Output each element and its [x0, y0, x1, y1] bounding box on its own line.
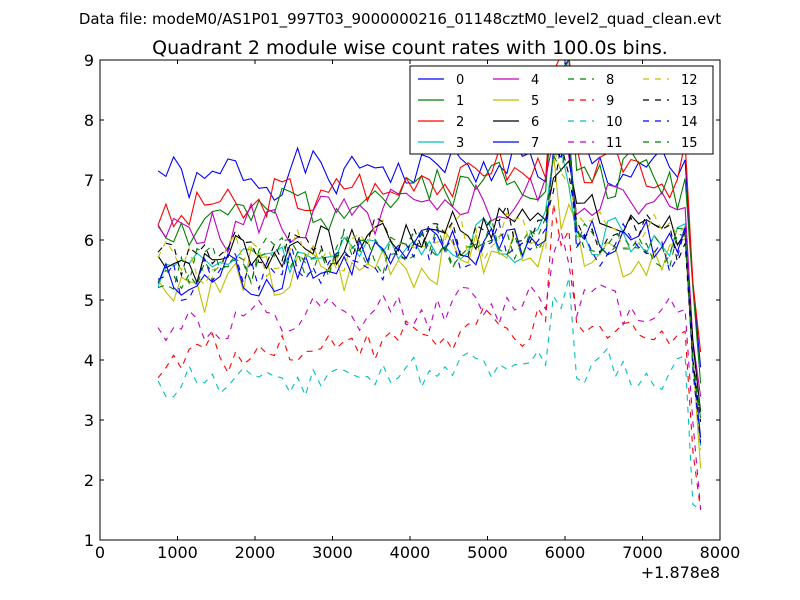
- x-tick-label: 2000: [235, 543, 276, 562]
- series-line-10: [157, 277, 701, 511]
- x-tick-label: 7000: [622, 543, 663, 562]
- legend-label-8: 8: [606, 73, 614, 88]
- legend-label-11: 11: [606, 136, 623, 151]
- legend-label-2: 2: [456, 115, 464, 130]
- x-axis-offset-label: +1.878e8: [641, 563, 720, 582]
- x-tick-label: 4000: [390, 543, 431, 562]
- series-line-12: [157, 145, 702, 450]
- series-line-8: [157, 133, 702, 413]
- legend-label-14: 14: [681, 115, 698, 130]
- y-tick-label: 1: [84, 531, 94, 550]
- series-line-3: [157, 147, 702, 446]
- y-tick-label: 8: [84, 111, 94, 130]
- legend-label-3: 3: [456, 136, 464, 151]
- legend-label-0: 0: [456, 73, 464, 88]
- legend-label-1: 1: [456, 94, 464, 109]
- legend-box: [409, 65, 714, 155]
- series-line-9: [157, 203, 702, 511]
- series-line-0: [157, 60, 702, 368]
- y-tick-label: 5: [84, 291, 94, 310]
- series-layer: [157, 60, 702, 511]
- axes-layer: 0 1000 2000 3000 4000 5000 6000 7000 80001234567…: [84, 51, 741, 562]
- series-line-1: [157, 60, 702, 384]
- legend-label-13: 13: [681, 94, 698, 109]
- legend-label-6: 6: [531, 115, 539, 130]
- legend-label-12: 12: [681, 73, 698, 88]
- data-file-label: Data file: modeM0/AS1P01_997T03_90000002…: [79, 10, 721, 29]
- series-line-4: [157, 100, 702, 397]
- x-tick-label: 1000: [157, 543, 198, 562]
- series-line-11: [157, 229, 702, 509]
- y-tick-label: 9: [84, 51, 94, 70]
- series-line-7: [157, 131, 702, 438]
- legend-label-10: 10: [606, 115, 623, 130]
- y-tick-label: 7: [84, 171, 94, 190]
- y-tick-label: 2: [84, 471, 94, 490]
- series-line-15: [157, 140, 702, 418]
- chart-title: Quadrant 2 module wise count rates with …: [152, 37, 668, 59]
- legend-label-7: 7: [531, 136, 539, 151]
- y-tick-label: 6: [84, 231, 94, 250]
- legend-label-9: 9: [606, 94, 614, 109]
- series-line-13: [157, 144, 702, 422]
- legend-label-15: 15: [681, 136, 698, 151]
- legend-label-5: 5: [531, 94, 539, 109]
- x-tick-label: 5000: [467, 543, 508, 562]
- x-tick-label: 6000: [545, 543, 586, 562]
- y-tick-label: 3: [84, 411, 94, 430]
- y-tick-label: 4: [84, 351, 94, 370]
- series-line-5: [157, 152, 702, 469]
- legend-label-4: 4: [531, 73, 539, 88]
- x-tick-label: 3000: [312, 543, 353, 562]
- x-tick-label: 8000: [700, 543, 741, 562]
- x-tick-label: 0: [95, 543, 105, 562]
